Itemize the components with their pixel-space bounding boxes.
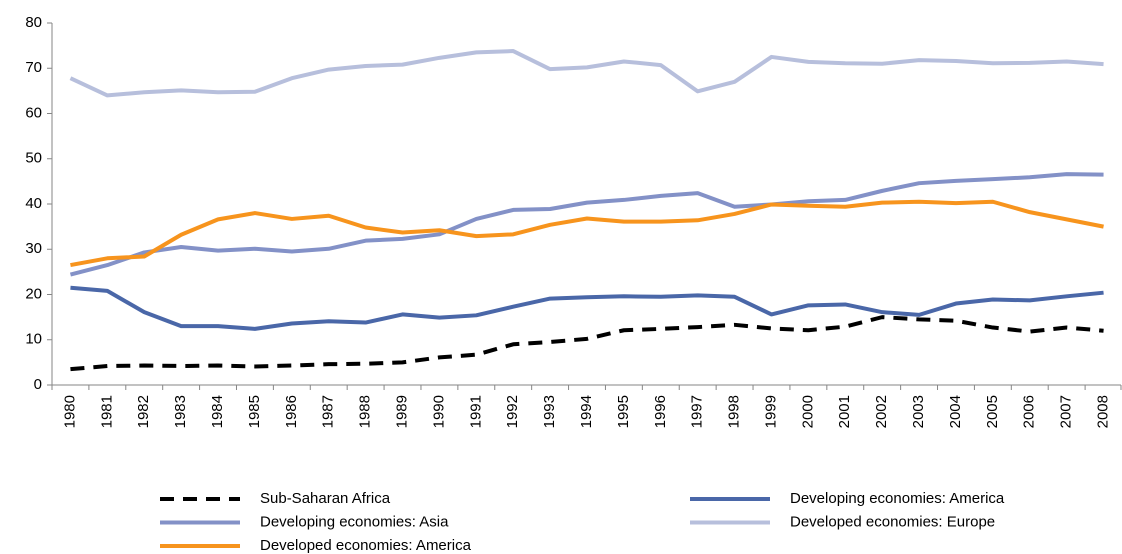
x-tick-label: 1992: [504, 395, 521, 428]
x-tick-label: 1981: [98, 395, 115, 428]
x-tick-label: 1982: [135, 395, 152, 428]
y-tick-label: 0: [34, 376, 42, 393]
x-tick-label: 1998: [726, 395, 743, 428]
x-tick-label: 1989: [393, 395, 410, 428]
x-tick-label: 2002: [873, 395, 890, 428]
x-tick-label: 1988: [357, 395, 374, 428]
legend-label: Sub-Saharan Africa: [260, 490, 391, 507]
series-line: [70, 199, 1104, 268]
y-tick-label: 70: [25, 59, 42, 76]
x-tick-label: 1983: [172, 395, 189, 428]
x-tick-label: 1990: [430, 395, 447, 428]
x-tick-label: 2008: [1095, 395, 1112, 428]
series-line: [70, 315, 1104, 372]
y-tick-label: 80: [25, 14, 42, 31]
legend-label: Developed economies: America: [260, 537, 472, 554]
legend-label: Developing economies: America: [790, 490, 1005, 507]
x-tick-label: 2003: [910, 395, 927, 428]
x-tick-label: 1991: [467, 395, 484, 428]
x-tick-label: 1985: [246, 395, 263, 428]
series-line: [69, 172, 1104, 277]
x-tick-label: 1996: [652, 395, 669, 428]
y-tick-label: 40: [25, 195, 42, 212]
y-tick-label: 10: [25, 331, 42, 348]
x-tick-label: 1986: [283, 395, 300, 428]
series-line: [70, 285, 1104, 331]
x-tick-label: 2006: [1021, 395, 1038, 428]
x-tick-label: 1999: [762, 395, 779, 428]
x-tick-label: 2005: [984, 395, 1001, 428]
x-tick-label: 2001: [836, 395, 853, 428]
legend-label: Developing economies: Asia: [260, 513, 449, 530]
x-tick-label: 2007: [1058, 395, 1075, 428]
x-tick-label: 1984: [209, 395, 226, 428]
x-tick-label: 1994: [578, 395, 595, 428]
x-tick-label: 1995: [615, 395, 632, 428]
x-tick-label: 1987: [320, 395, 337, 428]
y-tick-label: 30: [25, 240, 42, 257]
y-tick-label: 50: [25, 150, 42, 167]
x-tick-label: 2000: [799, 395, 816, 428]
y-tick-label: 60: [25, 104, 42, 121]
x-tick-label: 1993: [541, 395, 558, 428]
series-line: [69, 49, 1104, 98]
x-tick-label: 1997: [689, 395, 706, 428]
y-tick-label: 20: [25, 285, 42, 302]
x-tick-label: 2004: [947, 395, 964, 428]
legend-label: Developed economies: Europe: [790, 513, 995, 530]
x-tick-label: 1980: [61, 395, 78, 428]
